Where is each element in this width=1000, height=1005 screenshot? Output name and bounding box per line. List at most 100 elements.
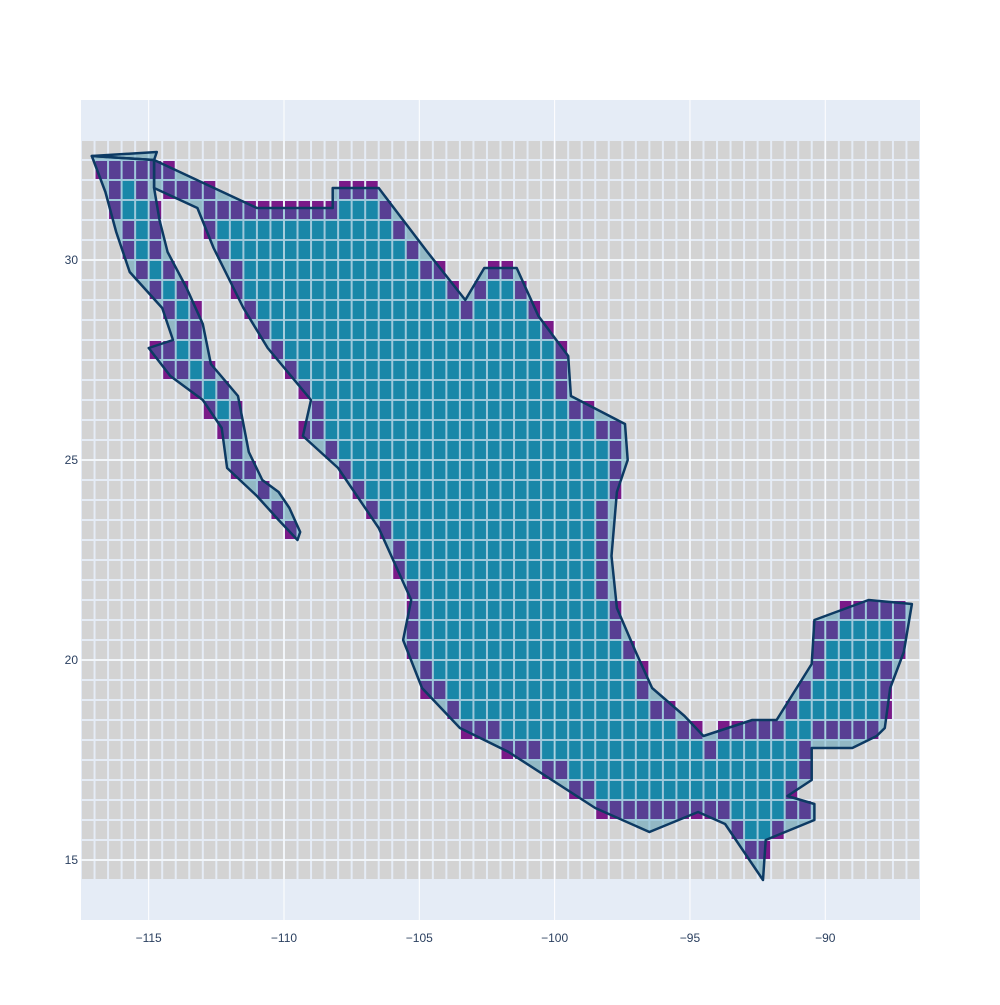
interior-cell: [636, 781, 649, 799]
background-cell: [907, 361, 919, 379]
interior-cell: [339, 221, 351, 239]
interior-cell: [515, 581, 527, 599]
background-cell: [474, 741, 486, 759]
background-cell: [95, 261, 108, 279]
interior-cell: [406, 561, 419, 579]
background-cell: [839, 381, 852, 399]
background-cell: [149, 701, 162, 719]
background-cell: [271, 601, 283, 619]
background-cell: [690, 501, 703, 519]
background-cell: [799, 181, 811, 199]
interior-cell: [379, 501, 392, 519]
background-cell: [257, 581, 270, 599]
interior-cell: [596, 701, 608, 719]
boundary-cell: [636, 801, 649, 819]
interior-cell: [474, 641, 486, 659]
gridlines: [81, 100, 920, 920]
background-cell: [690, 661, 703, 679]
boundary-cell: [244, 301, 256, 319]
background-cell: [298, 821, 311, 839]
background-cell: [217, 801, 229, 819]
background-cell: [217, 561, 229, 579]
background-cell: [880, 421, 892, 439]
background-cell: [298, 701, 311, 719]
background-cell: [772, 481, 784, 499]
background-cell: [866, 401, 879, 419]
background-cell: [217, 321, 229, 339]
background-cell: [893, 241, 906, 259]
background-cell: [839, 741, 852, 759]
background-cell: [95, 621, 108, 639]
background-cell: [149, 821, 162, 839]
background-cell: [244, 341, 256, 359]
background-cell: [690, 841, 703, 859]
background-cell: [893, 381, 906, 399]
background-cell: [893, 421, 906, 439]
background-cell: [650, 621, 662, 639]
interior-cell: [447, 381, 459, 399]
background-cell: [95, 521, 108, 539]
interior-cell: [474, 581, 486, 599]
background-cell: [704, 601, 717, 619]
interior-cell: [853, 681, 865, 699]
background-cell: [812, 161, 825, 179]
background-cell: [284, 781, 297, 799]
background-cell: [82, 261, 94, 279]
interior-cell: [569, 601, 581, 619]
interior-cell: [393, 461, 405, 479]
background-cell: [907, 441, 919, 459]
interior-cell: [312, 321, 324, 339]
background-cell: [176, 241, 189, 259]
background-cell: [339, 481, 351, 499]
background-cell: [379, 581, 392, 599]
background-cell: [718, 541, 730, 559]
interior-cell: [569, 721, 581, 739]
background-cell: [515, 241, 527, 259]
background-cell: [718, 241, 730, 259]
background-cell: [366, 641, 378, 659]
boundary-cell: [163, 361, 175, 379]
interior-cell: [352, 241, 365, 259]
background-cell: [203, 601, 216, 619]
interior-cell: [826, 701, 838, 719]
background-cell: [122, 281, 135, 299]
background-cell: [907, 841, 919, 859]
interior-cell: [596, 441, 608, 459]
background-cell: [379, 181, 392, 199]
interior-cell: [812, 681, 825, 699]
interior-cell: [528, 661, 541, 679]
background-cell: [758, 161, 771, 179]
background-cell: [501, 221, 514, 239]
background-cell: [109, 141, 121, 159]
background-cell: [785, 841, 798, 859]
interior-cell: [487, 601, 500, 619]
boundary-cell: [460, 301, 473, 319]
background-cell: [447, 841, 459, 859]
background-cell: [474, 161, 486, 179]
interior-cell: [312, 381, 324, 399]
interior-cell: [136, 221, 148, 239]
background-cell: [312, 821, 324, 839]
background-cell: [109, 461, 121, 479]
background-cell: [366, 701, 378, 719]
background-cell: [136, 661, 148, 679]
interior-cell: [298, 321, 311, 339]
background-cell: [690, 601, 703, 619]
interior-cell: [406, 261, 419, 279]
background-cell: [176, 721, 189, 739]
background-cell: [718, 841, 730, 859]
background-cell: [866, 541, 879, 559]
interior-cell: [745, 741, 757, 759]
background-cell: [352, 661, 365, 679]
interior-cell: [555, 601, 568, 619]
interior-cell: [312, 361, 324, 379]
background-cell: [609, 861, 622, 879]
background-cell: [257, 341, 270, 359]
background-cell: [312, 761, 324, 779]
background-cell: [176, 761, 189, 779]
boundary-cell: [704, 801, 717, 819]
background-cell: [907, 621, 919, 639]
background-cell: [907, 321, 919, 339]
background-cell: [880, 501, 892, 519]
background-cell: [325, 161, 338, 179]
